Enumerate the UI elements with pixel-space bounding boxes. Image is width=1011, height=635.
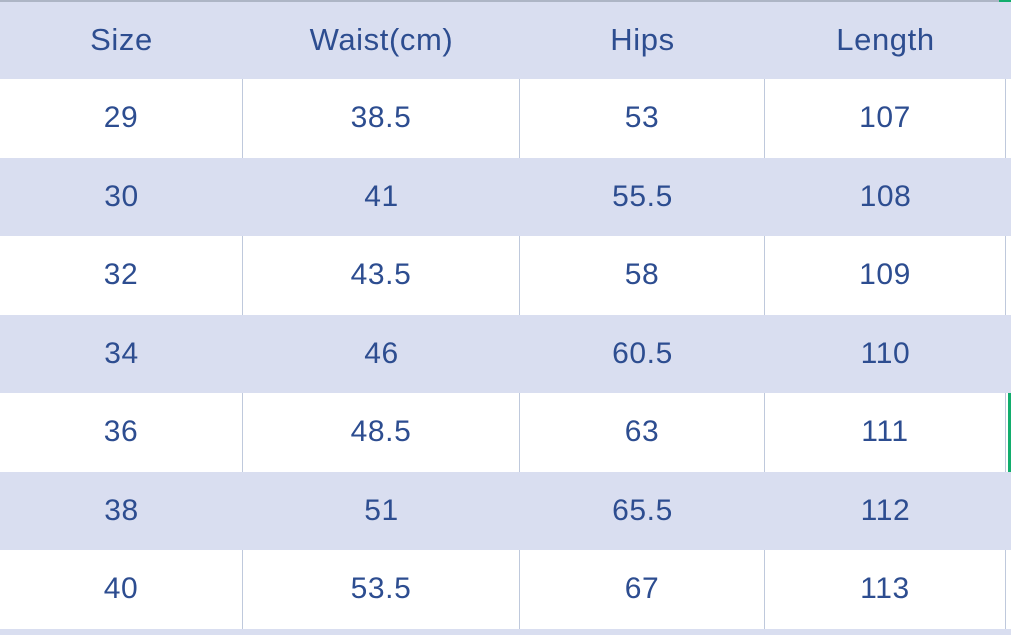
- header-cell-size: Size: [90, 21, 153, 57]
- table-cell: 112: [860, 493, 911, 527]
- table-cell: 38: [104, 493, 139, 527]
- table-header-row: Size Waist(cm) Hips Length: [0, 0, 1011, 79]
- row-filler: [1006, 472, 1011, 551]
- row-filler: [1006, 315, 1011, 394]
- table-cell: 55.5: [612, 179, 673, 213]
- table-cell: 58: [520, 236, 765, 315]
- table-row: 32 43.5 58 109: [0, 236, 1011, 315]
- table-cell: 34: [104, 336, 139, 370]
- table-row: 34 46 60.5 110: [0, 314, 1011, 394]
- table-cell: 63: [520, 393, 765, 472]
- table-cell: 38.5: [243, 79, 520, 158]
- header-cell-waist: Waist(cm): [309, 21, 454, 57]
- table-cell: 111: [765, 393, 1006, 472]
- table-cell: 29: [0, 79, 243, 158]
- table-row: 29 38.5 53 107: [0, 79, 1011, 158]
- table-cell: 48.5: [243, 393, 520, 472]
- table-cell: 65.5: [612, 493, 673, 527]
- table-cell: 53.5: [243, 550, 520, 629]
- table-cell: 51: [364, 493, 399, 527]
- table-cell: 109: [765, 236, 1006, 315]
- table-row: 30 41 55.5 108: [0, 157, 1011, 237]
- table-cell: 43.5: [243, 236, 520, 315]
- table-cell: 108: [859, 179, 912, 213]
- table-body: 29 38.5 53 107 30 41 55.5 108 32 43.5 58…: [0, 79, 1011, 629]
- table-cell: 107: [765, 79, 1006, 158]
- row-filler: [1006, 79, 1011, 158]
- table-cell: 67: [520, 550, 765, 629]
- top-border-green-segment: [999, 0, 1011, 2]
- table-cell: 30: [104, 179, 139, 213]
- header-cell-hips: Hips: [610, 21, 675, 57]
- header-cell-length: Length: [836, 21, 935, 57]
- partial-row-strip: [0, 628, 1011, 635]
- table-row: 40 53.5 67 113: [0, 550, 1011, 629]
- table-cell: 110: [860, 336, 911, 370]
- header-filler: [1006, 0, 1011, 79]
- table-cell: 60.5: [612, 336, 673, 370]
- table-cell: 53: [520, 79, 765, 158]
- green-selection-marker: [1008, 393, 1011, 472]
- table-cell: 113: [765, 550, 1006, 629]
- table-cell: 41: [364, 179, 399, 213]
- table-cell: 32: [0, 236, 243, 315]
- table-cell: 40: [0, 550, 243, 629]
- row-filler: [1006, 158, 1011, 237]
- top-border-line: [0, 0, 999, 2]
- table-cell: 36: [0, 393, 243, 472]
- row-filler: [1006, 236, 1011, 315]
- table-row: 38 51 65.5 112: [0, 471, 1011, 551]
- table-cell: 46: [364, 336, 399, 370]
- row-filler: [1006, 550, 1011, 629]
- table-row: 36 48.5 63 111: [0, 393, 1011, 472]
